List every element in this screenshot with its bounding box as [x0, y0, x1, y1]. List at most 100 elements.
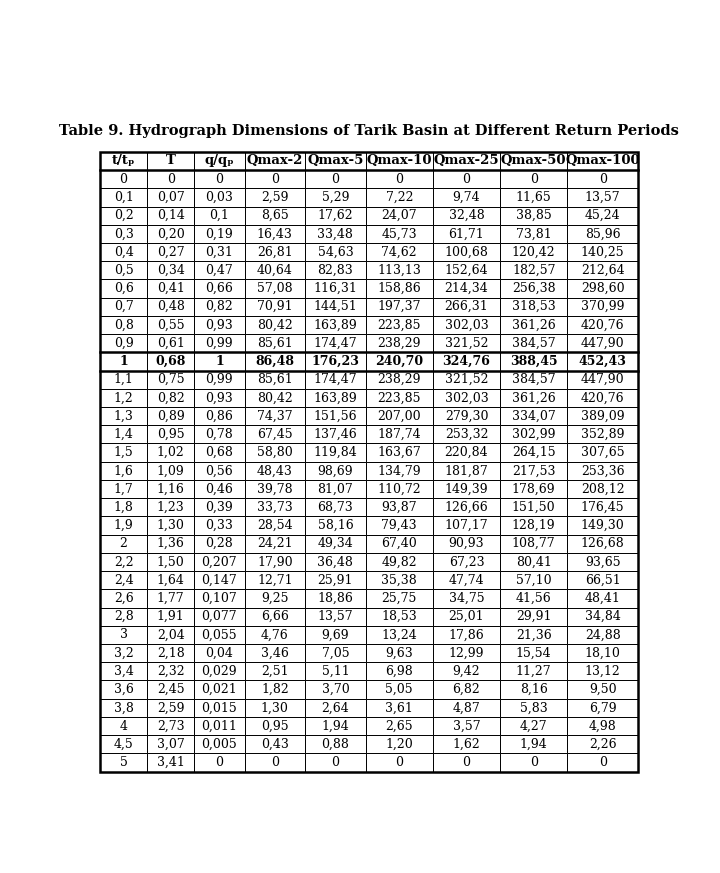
Text: 0,34: 0,34: [157, 264, 184, 277]
Bar: [500, 189, 567, 207]
Bar: [100, 534, 147, 553]
Text: 253,32: 253,32: [445, 428, 488, 441]
Text: 0,19: 0,19: [205, 227, 233, 240]
Bar: [305, 626, 366, 644]
Bar: [194, 334, 245, 353]
Bar: [147, 480, 194, 498]
Bar: [245, 334, 305, 353]
Bar: [567, 626, 638, 644]
Bar: [366, 353, 433, 370]
Text: 4,76: 4,76: [261, 629, 289, 642]
Text: 238,29: 238,29: [377, 337, 421, 350]
Bar: [100, 152, 147, 170]
Text: 29,91: 29,91: [516, 610, 552, 623]
Bar: [100, 517, 147, 534]
Bar: [245, 443, 305, 462]
Text: 0,6: 0,6: [114, 282, 133, 295]
Bar: [245, 152, 305, 170]
Text: 163,89: 163,89: [313, 319, 357, 332]
Text: 0,8: 0,8: [114, 319, 133, 332]
Bar: [147, 534, 194, 553]
Bar: [245, 498, 305, 517]
Bar: [100, 680, 147, 698]
Text: 126,66: 126,66: [445, 501, 488, 514]
Bar: [194, 717, 245, 735]
Text: 57,10: 57,10: [516, 574, 552, 587]
Bar: [194, 316, 245, 334]
Text: 220,84: 220,84: [445, 446, 488, 459]
Text: 324,76: 324,76: [443, 355, 490, 368]
Bar: [147, 316, 194, 334]
Bar: [500, 626, 567, 644]
Text: 1,9: 1,9: [114, 519, 133, 532]
Text: 79,43: 79,43: [382, 519, 417, 532]
Text: 0,14: 0,14: [157, 210, 184, 222]
Text: 1: 1: [120, 355, 128, 368]
Text: 28,54: 28,54: [257, 519, 292, 532]
Bar: [366, 735, 433, 753]
Bar: [147, 517, 194, 534]
Bar: [433, 608, 500, 626]
Text: 1,7: 1,7: [114, 483, 133, 496]
Bar: [305, 243, 366, 261]
Bar: [433, 152, 500, 170]
Bar: [147, 353, 194, 370]
Text: 128,19: 128,19: [512, 519, 556, 532]
Bar: [194, 608, 245, 626]
Bar: [100, 243, 147, 261]
Bar: [147, 279, 194, 298]
Bar: [567, 189, 638, 207]
Bar: [567, 224, 638, 243]
Bar: [245, 370, 305, 388]
Bar: [194, 680, 245, 698]
Text: 5: 5: [120, 756, 127, 769]
Bar: [194, 353, 245, 370]
Bar: [147, 680, 194, 698]
Text: 24,21: 24,21: [257, 537, 292, 550]
Text: 3,61: 3,61: [385, 701, 413, 714]
Text: 307,65: 307,65: [581, 446, 624, 459]
Bar: [366, 170, 433, 189]
Text: 0,28: 0,28: [205, 537, 233, 550]
Bar: [433, 589, 500, 608]
Text: 1,62: 1,62: [453, 738, 480, 751]
Bar: [366, 517, 433, 534]
Bar: [366, 553, 433, 571]
Text: 48,43: 48,43: [257, 464, 293, 478]
Bar: [366, 753, 433, 772]
Bar: [433, 353, 500, 370]
Text: 0,31: 0,31: [205, 245, 233, 258]
Text: 253,36: 253,36: [581, 464, 624, 478]
Bar: [194, 170, 245, 189]
Text: 1,36: 1,36: [157, 537, 184, 550]
Text: 181,87: 181,87: [445, 464, 488, 478]
Bar: [245, 680, 305, 698]
Bar: [194, 207, 245, 224]
Bar: [194, 626, 245, 644]
Bar: [305, 735, 366, 753]
Text: 9,25: 9,25: [261, 592, 289, 605]
Text: 18,86: 18,86: [318, 592, 354, 605]
Bar: [194, 224, 245, 243]
Text: 0: 0: [395, 756, 403, 769]
Text: 5,83: 5,83: [520, 701, 548, 714]
Text: 81,07: 81,07: [318, 483, 354, 496]
Bar: [194, 517, 245, 534]
Text: 182,57: 182,57: [512, 264, 556, 277]
Bar: [567, 407, 638, 425]
Bar: [366, 717, 433, 735]
Text: 0,46: 0,46: [205, 483, 233, 496]
Bar: [100, 425, 147, 443]
Bar: [305, 663, 366, 680]
Text: 197,37: 197,37: [377, 300, 421, 313]
Text: 0: 0: [331, 173, 339, 186]
Text: 12,71: 12,71: [257, 574, 292, 587]
Text: 2,6: 2,6: [114, 592, 133, 605]
Text: 302,03: 302,03: [445, 391, 488, 404]
Bar: [366, 316, 433, 334]
Text: 1,82: 1,82: [261, 683, 289, 696]
Bar: [500, 717, 567, 735]
Bar: [433, 298, 500, 316]
Bar: [245, 735, 305, 753]
Bar: [366, 534, 433, 553]
